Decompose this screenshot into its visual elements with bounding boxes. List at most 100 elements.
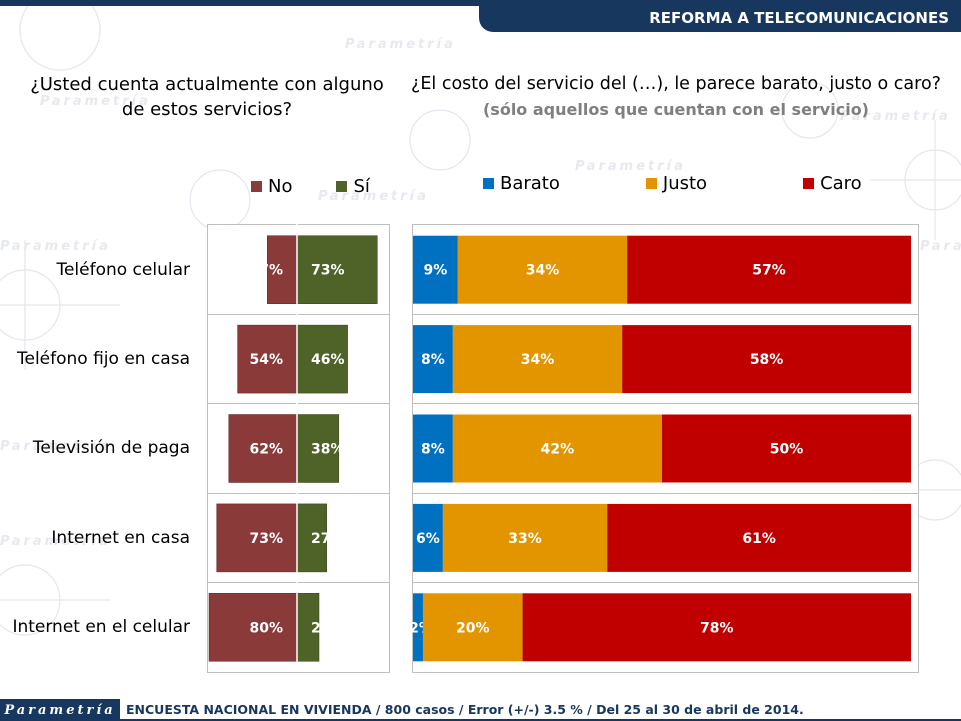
bar-caro xyxy=(622,325,911,394)
category-label: Televisión de paga xyxy=(32,438,190,458)
bar-barato xyxy=(413,235,458,304)
bar-no xyxy=(208,593,298,662)
bar-justo xyxy=(452,325,623,394)
legend-label-justo: Justo xyxy=(662,173,708,194)
watermark-text: Parametría xyxy=(0,534,111,549)
bar-justo xyxy=(457,235,628,304)
left-question-line2: de estos servicios? xyxy=(121,99,293,120)
chart-right-svg: 9%34%57%8%34%58%8%42%50%6%33%61%2%20%78% xyxy=(412,235,911,662)
legend-label-no: No xyxy=(268,176,293,197)
label-no: 73% xyxy=(249,531,283,547)
bar-barato xyxy=(413,593,423,662)
label-si: 27% xyxy=(311,531,345,547)
bar-no xyxy=(216,503,298,573)
label-barato: 8% xyxy=(421,442,445,458)
bar-no xyxy=(228,414,298,483)
label-caro: 50% xyxy=(770,442,804,458)
header-title: REFORMA A TELECOMUNICACIONES xyxy=(649,9,949,27)
bar-caro xyxy=(607,503,911,572)
label-no: 27% xyxy=(249,263,283,279)
chart-left-svg: 27% 73% 54% 46% 62% 38% 73% 27% 80% 20% xyxy=(208,224,378,672)
top-stripe xyxy=(0,0,961,6)
bar-caro xyxy=(627,235,911,304)
label-barato: 9% xyxy=(424,263,448,279)
row-divider xyxy=(413,582,918,583)
bar-no xyxy=(237,324,298,394)
label-si: 38% xyxy=(311,442,345,458)
legend-swatch-si xyxy=(336,181,348,192)
row-divider xyxy=(208,493,389,494)
watermark-text: Parametría xyxy=(345,37,456,52)
row-divider xyxy=(413,314,918,315)
footer-logo: Parametría xyxy=(0,699,120,721)
legend-item-no: No xyxy=(251,176,292,197)
row-divider xyxy=(413,493,918,494)
bar-barato xyxy=(413,503,443,572)
footer-logo-text: Parametría xyxy=(4,702,116,718)
legend-right: Barato Justo Caro xyxy=(483,173,862,194)
bar-si xyxy=(296,324,348,394)
legend-swatch-barato xyxy=(483,178,494,189)
legend-label-caro: Caro xyxy=(820,173,862,194)
left-question: ¿Usted cuenta actualmente con alguno de … xyxy=(22,72,392,122)
watermark-text: Parametría xyxy=(840,109,951,124)
legend-item-caro: Caro xyxy=(803,173,862,194)
label-caro: 61% xyxy=(742,531,776,547)
label-caro: 78% xyxy=(700,620,734,636)
label-caro: 58% xyxy=(750,352,784,368)
legend-swatch-justo xyxy=(645,178,657,189)
bar-justo xyxy=(422,593,523,662)
label-si: 20% xyxy=(311,620,345,636)
bar-justo xyxy=(452,414,662,483)
right-question-subtitle: (sólo aquellos que cuentan con el servic… xyxy=(482,100,869,119)
bar-no xyxy=(267,235,298,304)
legend-item-si: Sí xyxy=(336,176,370,197)
left-question-line1: ¿Usted cuenta actualmente con alguno xyxy=(30,74,384,95)
category-label: Internet en el celular xyxy=(12,617,190,637)
legend-swatch-no xyxy=(251,181,262,192)
bar-si xyxy=(296,235,378,304)
right-question-text: ¿El costo del servicio del (…), le parec… xyxy=(411,74,941,94)
watermark-text: Parametría xyxy=(318,189,429,204)
category-label: Internet en casa xyxy=(51,528,190,548)
footer-line xyxy=(120,719,961,721)
label-no: 80% xyxy=(249,620,283,636)
legend-item-barato: Barato xyxy=(483,173,560,194)
right-question: ¿El costo del servicio del (…), le parec… xyxy=(400,71,952,123)
bar-caro xyxy=(662,414,911,483)
legend-swatch-caro xyxy=(803,178,815,189)
bar-barato xyxy=(413,414,453,483)
label-no: 54% xyxy=(249,352,283,368)
row-divider xyxy=(208,314,389,315)
label-barato: 6% xyxy=(416,531,440,547)
label-si: 46% xyxy=(311,352,345,368)
watermark-text: Parametría xyxy=(575,159,686,174)
row-divider xyxy=(208,582,389,583)
bar-barato xyxy=(413,325,453,394)
bar-caro xyxy=(522,593,911,662)
label-justo: 20% xyxy=(456,620,490,636)
label-no: 62% xyxy=(249,442,283,458)
watermark-text: Parametría xyxy=(920,239,961,254)
legend-label-si: Sí xyxy=(353,176,370,197)
footer-note: ENCUESTA NACIONAL EN VIVIENDA / 800 caso… xyxy=(126,702,804,717)
label-caro: 57% xyxy=(752,263,786,279)
label-justo: 42% xyxy=(541,442,575,458)
watermark-text: Parametría xyxy=(0,239,111,254)
label-justo: 34% xyxy=(521,352,555,368)
category-label: Teléfono fijo en casa xyxy=(16,349,190,369)
category-label: Teléfono celular xyxy=(56,260,190,280)
row-divider xyxy=(413,403,918,404)
bar-justo xyxy=(442,503,608,572)
bar-si xyxy=(296,414,340,483)
header-banner: REFORMA A TELECOMUNICACIONES xyxy=(479,4,961,32)
legend-item-justo: Justo xyxy=(645,173,708,194)
label-si: 73% xyxy=(311,263,345,279)
label-barato: 8% xyxy=(421,352,445,368)
legend-label-barato: Barato xyxy=(500,173,560,194)
watermark-text: Parametría xyxy=(0,439,111,454)
watermark-text: Parametría xyxy=(40,94,151,109)
label-justo: 34% xyxy=(526,263,560,279)
row-divider xyxy=(208,403,389,404)
